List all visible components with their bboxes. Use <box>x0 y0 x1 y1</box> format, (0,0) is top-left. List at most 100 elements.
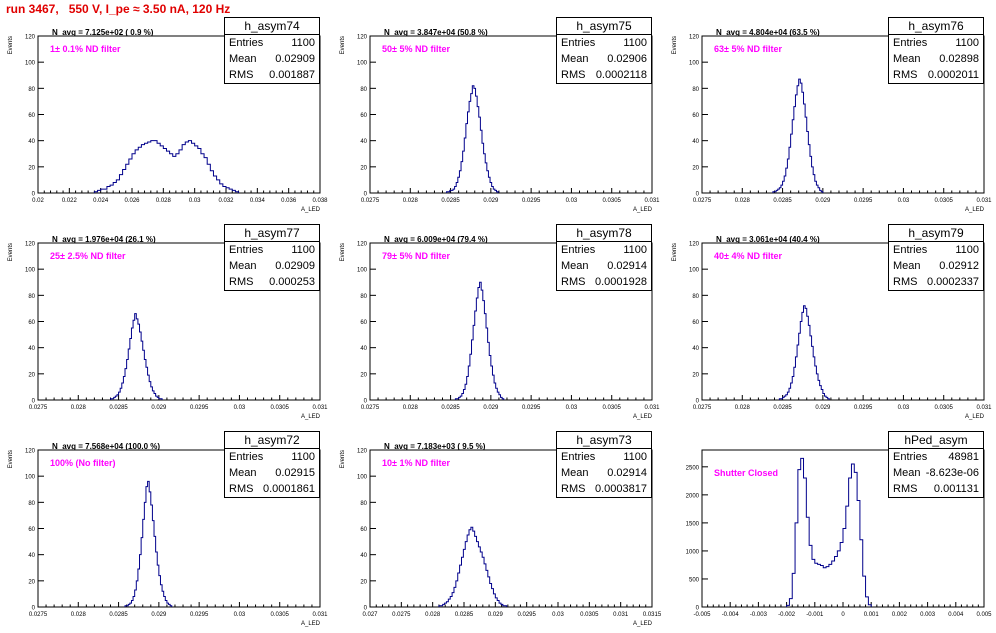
histogram-line <box>772 78 824 193</box>
x-tick-label: 0.028 <box>156 198 172 204</box>
histogram-plot: 0.0275 0.028 0.0285 0.029 0.0295 0.03 0.0305 0.… <box>340 35 660 214</box>
x-tick-label: 0.029 <box>488 612 504 618</box>
x-tick-label: 0.03 <box>898 198 910 204</box>
x-tick-label: 0 <box>841 612 845 618</box>
y-tick-label: 20 <box>360 579 367 585</box>
x-tick-label: 0.0295 <box>854 405 873 411</box>
filter-note: 50± 5% ND filter <box>382 44 450 54</box>
x-tick-label: 0.0305 <box>271 612 290 618</box>
y-tick-label: 60 <box>692 320 699 326</box>
y-tick-label: 2500 <box>686 465 700 471</box>
stats-value: 0.02909 <box>275 260 315 272</box>
x-tick-label: 0.028 <box>425 612 441 618</box>
stats-value: 0.0002118 <box>595 69 647 81</box>
stats-box-title: h_asym73 <box>557 432 651 449</box>
x-tick-label: 0.028 <box>735 405 751 411</box>
stats-value: 0.02915 <box>275 467 315 479</box>
y-tick-label: 0 <box>32 192 36 198</box>
stats-label: Mean <box>229 53 257 65</box>
stats-box-title: h_asym77 <box>225 225 319 242</box>
y-tick-label: 0 <box>364 606 368 612</box>
stats-label: RMS <box>893 483 918 495</box>
stats-label: Entries <box>561 37 596 49</box>
x-tick-label: 0.022 <box>62 198 78 204</box>
x-tick-label: 0.0285 <box>441 405 460 411</box>
stats-box-title: h_asym72 <box>225 432 319 449</box>
x-tick-label: 0.031 <box>644 198 660 204</box>
histogram-panel-h_asym74: 0.02 0.022 0.024 0.026 0.028 0.03 0.032 0.034 0.… <box>0 12 332 219</box>
x-tick-label: 0.0295 <box>522 405 541 411</box>
y-tick-label: 120 <box>357 35 368 41</box>
y-tick-label: 0 <box>696 192 700 198</box>
stats-row-rms: RMS 0.0003817 <box>557 481 651 497</box>
x-tick-label: 0.031 <box>644 405 660 411</box>
x-axis-title: A_LED <box>965 207 985 213</box>
histogram-line <box>438 526 508 607</box>
y-tick-label: 40 <box>692 139 699 145</box>
x-tick-label: 0.026 <box>124 198 140 204</box>
x-tick-label: 0.001 <box>864 612 880 618</box>
filter-note: 79± 5% ND filter <box>382 251 450 261</box>
x-tick-label: 0.0285 <box>109 405 128 411</box>
y-tick-label: 120 <box>689 35 700 41</box>
x-tick-label: 0.0275 <box>693 405 712 411</box>
y-tick-label: 100 <box>357 61 368 67</box>
stats-row-entries: Entries 1100 <box>557 35 651 51</box>
histogram-plot: 0.0275 0.028 0.0285 0.029 0.0295 0.03 0.0305 0.… <box>672 35 992 214</box>
x-tick-label: 0.0275 <box>361 405 380 411</box>
histogram-line <box>778 305 830 400</box>
stats-box-title: h_asym75 <box>557 18 651 35</box>
y-tick-label: 60 <box>28 320 35 326</box>
stats-box-title: h_asym79 <box>889 225 983 242</box>
x-tick-label: 0.031 <box>312 405 328 411</box>
stats-row-rms: RMS 0.0002337 <box>889 274 983 290</box>
y-tick-label: 0 <box>364 192 368 198</box>
x-tick-label: 0.0305 <box>271 405 290 411</box>
y-tick-label: 2000 <box>686 493 700 499</box>
x-tick-label: 0.031 <box>976 198 992 204</box>
stats-label: Mean <box>893 467 921 479</box>
y-tick-label: 80 <box>692 294 699 300</box>
stats-label: Entries <box>229 451 264 463</box>
stats-value: 0.02909 <box>275 53 315 65</box>
filter-note: 10± 1% ND filter <box>382 458 450 468</box>
stats-box: h_asym79 Entries 1100 Mean 0.02912 RMS 0.00023… <box>888 224 984 291</box>
y-tick-label: 80 <box>28 294 35 300</box>
stats-row-entries: Entries 1100 <box>889 35 983 51</box>
stats-row-mean: Mean 0.02906 <box>557 51 651 67</box>
y-tick-label: 80 <box>360 294 367 300</box>
stats-row-entries: Entries 1100 <box>225 449 319 465</box>
y-tick-label: 0 <box>32 399 36 405</box>
y-tick-label: 40 <box>360 139 367 145</box>
x-tick-label: 0.03 <box>234 612 246 618</box>
stats-row-mean: Mean 0.02909 <box>225 258 319 274</box>
histogram-line <box>93 140 240 193</box>
x-axis-title: A_LED <box>633 207 653 213</box>
n-avg-label: N_avg = 3.061e+04 (40.4 %) <box>716 235 820 244</box>
n-avg-label: N_avg = 6.009e+04 (79.4 %) <box>384 235 488 244</box>
y-tick-label: 40 <box>28 139 35 145</box>
y-axis-title: Events <box>340 450 346 468</box>
y-tick-label: 120 <box>25 449 36 455</box>
filter-note: 63± 5% ND filter <box>714 44 782 54</box>
histogram-plot: 0.0275 0.028 0.0285 0.029 0.0295 0.03 0.0305 0.… <box>8 242 328 421</box>
stats-label: Entries <box>229 244 264 256</box>
x-tick-label: 0.031 <box>312 612 328 618</box>
x-tick-label: 0.0295 <box>854 198 873 204</box>
x-tick-label: 0.003 <box>920 612 936 618</box>
x-tick-label: 0.005 <box>976 612 992 618</box>
stats-row-entries: Entries 48981 <box>889 449 983 465</box>
y-axis-title: Events <box>672 243 678 261</box>
stats-row-entries: Entries 1100 <box>557 242 651 258</box>
x-tick-label: -0.004 <box>722 612 740 618</box>
x-tick-label: -0.001 <box>806 612 824 618</box>
x-tick-label: 0.036 <box>281 198 297 204</box>
stats-box-title: h_asym78 <box>557 225 651 242</box>
stats-row-mean: Mean 0.02898 <box>889 51 983 67</box>
stats-label: RMS <box>561 69 586 81</box>
n-avg-label: N_avg = 7.568e+04 (100.0 %) <box>52 442 161 451</box>
y-tick-label: 60 <box>360 320 367 326</box>
stats-box: h_asym78 Entries 1100 Mean 0.02914 RMS 0.00019… <box>556 224 652 291</box>
x-tick-label: 0.0275 <box>693 198 712 204</box>
y-tick-label: 120 <box>357 449 368 455</box>
